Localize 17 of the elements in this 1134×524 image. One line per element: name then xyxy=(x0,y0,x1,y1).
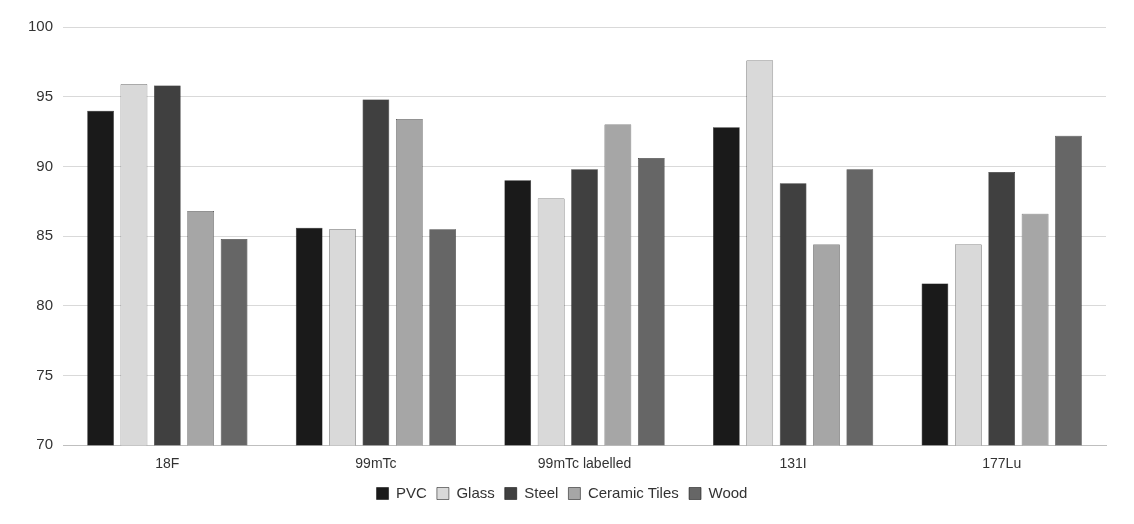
legend-label: PVC xyxy=(396,483,428,501)
x-tick-label: 99mTc xyxy=(355,455,397,472)
x-tick-label: 131I xyxy=(779,455,807,472)
y-tick-label: 95 xyxy=(36,86,54,104)
legend-label: Steel xyxy=(524,483,559,501)
y-tick-label: 80 xyxy=(36,295,54,313)
y-tick-label: 70 xyxy=(36,435,54,453)
y-tick-label: 85 xyxy=(36,226,54,244)
y-tick-label: 90 xyxy=(36,156,54,174)
x-tick-label: 99mTc labelled xyxy=(537,455,632,472)
x-tick-label: 177Lu xyxy=(982,455,1022,472)
legend-label: Glass xyxy=(456,483,495,501)
legend-label: Wood xyxy=(708,483,748,501)
y-tick-label: 100 xyxy=(28,17,54,35)
x-tick-label: 18F xyxy=(155,455,180,472)
y-tick-label: 75 xyxy=(36,365,54,383)
legend-label: Ceramic Tiles xyxy=(587,483,679,501)
